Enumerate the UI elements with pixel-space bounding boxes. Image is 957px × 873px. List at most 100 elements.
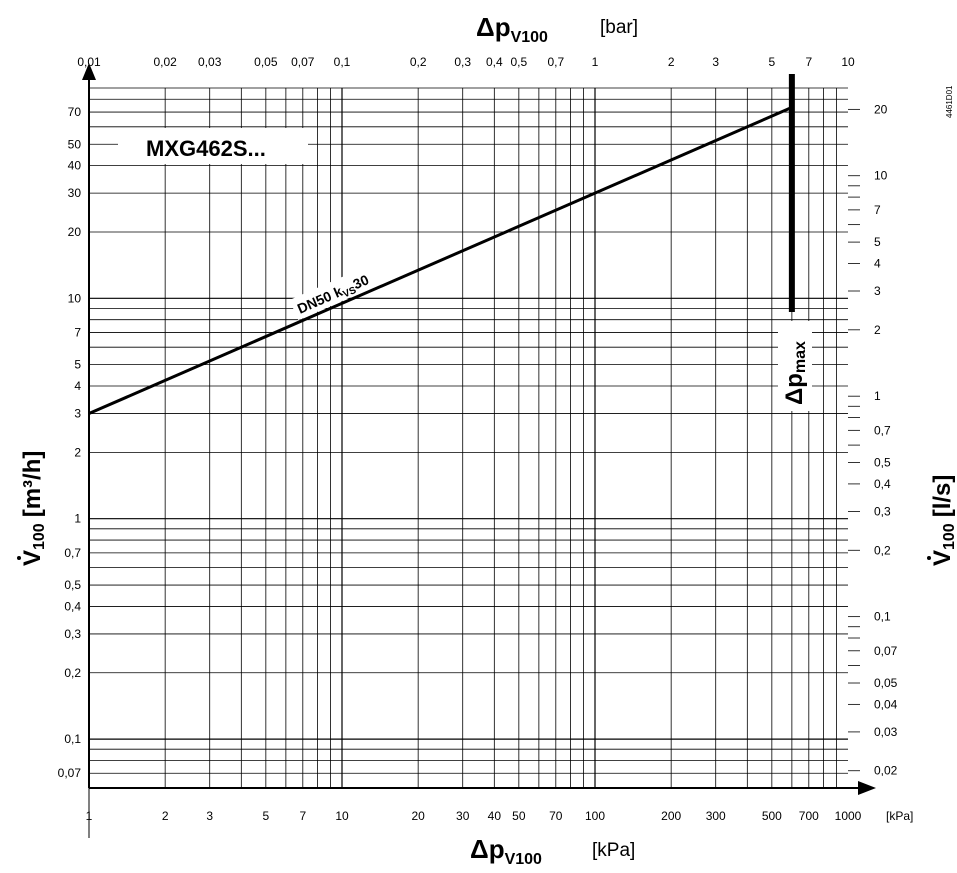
y-axis-arrow (82, 63, 96, 80)
right-tick-label: 7 (874, 203, 881, 217)
top-tick-label: 0,4 (486, 55, 503, 69)
bottom-tick-label: 50 (512, 809, 526, 823)
top-tick-label: 10 (841, 55, 855, 69)
right-tick-label: 1 (874, 389, 881, 403)
top-tick-label: 0,2 (410, 55, 427, 69)
top-axis-unit: [bar] (600, 17, 638, 38)
series-layer (88, 74, 795, 415)
top-axis-symbol: Δp (476, 12, 511, 42)
dp-max-label-text: Δpmax (781, 341, 809, 405)
left-tick-label: 10 (68, 291, 82, 305)
figure-code-text: 4461D01 (945, 85, 954, 118)
bottom-axis-subscript: V100 (505, 851, 542, 868)
dp-max-label-main: Δp (781, 373, 808, 405)
top-tick-label: 0,07 (291, 55, 315, 69)
left-tick-label: 70 (68, 105, 82, 119)
left-axis-dot (17, 556, 21, 560)
top-tick-label: 5 (768, 55, 775, 69)
right-tick-label: 10 (874, 169, 888, 183)
top-tick-label: 0,3 (454, 55, 471, 69)
grid (89, 87, 848, 789)
left-tick-label: 1 (74, 512, 81, 526)
right-tick-label: 0,2 (874, 543, 891, 557)
left-axis-symbol: V (19, 550, 46, 566)
right-tick-label: 0,1 (874, 610, 891, 624)
bottom-tick-label: 3 (206, 809, 213, 823)
right-axis-subscript: 100 (941, 523, 957, 550)
bottom-axis-unit: [kPa] (592, 840, 635, 861)
top-tick-label: 0,1 (334, 55, 351, 69)
left-tick-label: 0,3 (64, 627, 81, 641)
top-tick-label: 3 (712, 55, 719, 69)
top-tick-label: 0,7 (547, 55, 564, 69)
bottom-axis-symbol: Δp (470, 834, 505, 864)
right-tick-label: 20 (874, 102, 888, 116)
bottom-tick-label: 20 (411, 809, 425, 823)
bottom-tick-label: 2 (162, 809, 169, 823)
left-tick-label: 0,1 (64, 732, 81, 746)
bottom-tick-label: 500 (762, 809, 782, 823)
dp-max-label-bg (778, 321, 812, 411)
bottom-tick-label: 100 (585, 809, 605, 823)
right-tick-label: 0,7 (874, 423, 891, 437)
left-tick-label: 2 (74, 445, 81, 459)
bottom-tick-label: 5 (262, 809, 269, 823)
bottom-tick-label: 300 (706, 809, 726, 823)
right-axis-title: V100 [l/s] (927, 475, 957, 566)
left-axis-subscript: 100 (31, 523, 48, 550)
bottom-tick-label: 1 (86, 809, 93, 823)
right-tick-label: 0,3 (874, 504, 891, 518)
bottom-tick-label: 70 (549, 809, 563, 823)
top-tick-label: 2 (668, 55, 675, 69)
bottom-axis-unit-small: [kPa] (886, 809, 913, 823)
bottom-tick-label: 40 (488, 809, 502, 823)
product-label: MXG462S... (146, 136, 266, 161)
right-tick-label: 0,04 (874, 697, 898, 711)
top-tick-label: 1 (592, 55, 599, 69)
top-tick-label: 0,02 (153, 55, 177, 69)
bottom-axis-title: ΔpV100 (470, 834, 542, 868)
right-tick-label: 0,03 (874, 725, 898, 739)
series-label-tail: 30 (350, 271, 371, 292)
left-tick-label: 0,7 (64, 546, 81, 560)
top-tick-label: 0,01 (77, 55, 101, 69)
bottom-tick-label: 7 (299, 809, 306, 823)
right-tick-label: 0,5 (874, 456, 891, 470)
series-label: DN50 kVS30 (289, 257, 396, 321)
right-tick-label: 0,05 (874, 676, 898, 690)
left-tick-label: 4 (74, 379, 81, 393)
bottom-tick-label: 200 (661, 809, 681, 823)
left-tick-label: 0,5 (64, 578, 81, 592)
left-axis-unit: [m³/h] (19, 451, 46, 518)
right-tick-label: 2 (874, 323, 881, 337)
top-tick-label: 0,05 (254, 55, 278, 69)
right-tick-label: 5 (874, 235, 881, 249)
left-tick-label: 7 (74, 325, 81, 339)
bottom-tick-label: 1000 (835, 809, 862, 823)
right-axis-symbol: V (929, 550, 956, 566)
left-tick-label: 50 (68, 137, 82, 151)
series-label-sub: VS (341, 285, 358, 301)
right-tick-label: 0,4 (874, 477, 891, 491)
bottom-tick-label: 700 (799, 809, 819, 823)
top-tick-label: 7 (805, 55, 812, 69)
left-tick-label: 40 (68, 159, 82, 173)
left-tick-label: 5 (74, 358, 81, 372)
right-tick-label: 0,07 (874, 644, 898, 658)
right-tick-label: 3 (874, 284, 881, 298)
top-axis-subscript: V100 (511, 29, 548, 46)
product-label-bg (118, 128, 308, 164)
dp-max-label: Δpmax (778, 321, 812, 411)
x-axis-arrow (858, 781, 876, 795)
figure-code: 4461D01 (945, 85, 954, 118)
right-axis-title-text: V100 [l/s] (929, 475, 957, 566)
left-axis-title: V100 [m³/h] (17, 451, 48, 566)
top-axis-title: ΔpV100 (476, 12, 548, 46)
right-axis-dot (927, 556, 931, 560)
top-tick-label: 0,5 (510, 55, 527, 69)
axes (82, 63, 876, 838)
left-tick-label: 30 (68, 186, 82, 200)
bottom-tick-label: 30 (456, 809, 470, 823)
